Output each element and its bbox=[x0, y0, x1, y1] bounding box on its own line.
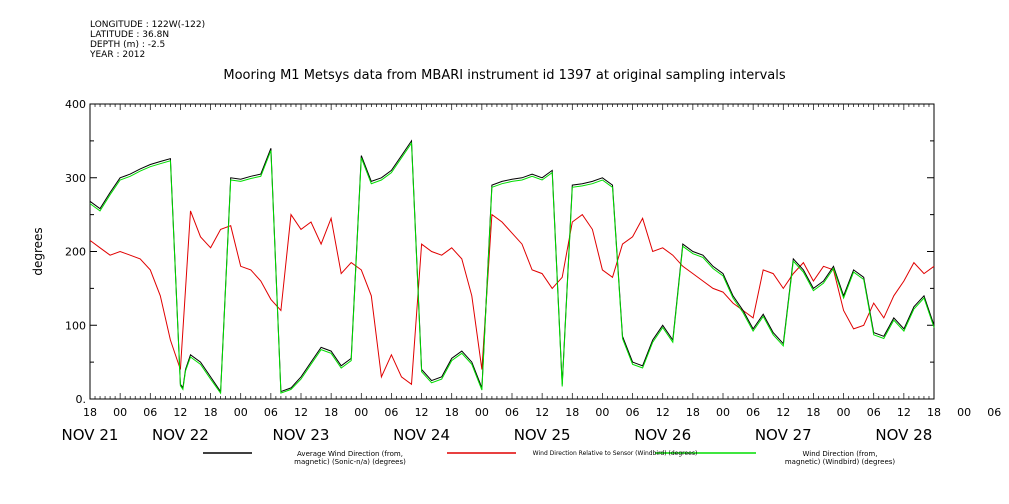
y-tick-label: 400 bbox=[65, 98, 86, 111]
y-axis-label: degrees bbox=[31, 227, 45, 275]
x-tick-label: 18 bbox=[324, 406, 338, 419]
x-tick-label: 06 bbox=[143, 406, 157, 419]
x-day-label: NOV 21 bbox=[62, 426, 119, 444]
x-day-label: NOV 28 bbox=[875, 426, 932, 444]
series-line-1 bbox=[89, 210, 935, 386]
y-tick-label: 200 bbox=[65, 246, 86, 259]
metadata-block: LONGITUDE : 122W(-122) LATITUDE : 36.8N … bbox=[90, 20, 205, 60]
y-tick-label: 0. bbox=[76, 393, 87, 406]
x-tick-label: 00 bbox=[716, 406, 730, 419]
x-tick-label: 00 bbox=[354, 406, 368, 419]
x-tick-label: 06 bbox=[384, 406, 398, 419]
x-tick-label: 18 bbox=[204, 406, 218, 419]
x-tick-label: 06 bbox=[626, 406, 640, 419]
x-tick-label: 00 bbox=[837, 406, 851, 419]
x-tick-label: 12 bbox=[897, 406, 911, 419]
legend-label-average-wind: Average Wind Direction (from, magnetic) … bbox=[294, 450, 406, 466]
x-tick-label: 12 bbox=[173, 406, 187, 419]
x-tick-label: 06 bbox=[746, 406, 760, 419]
x-tick-label: 06 bbox=[867, 406, 881, 419]
x-tick-label: 18 bbox=[806, 406, 820, 419]
x-day-label: NOV 23 bbox=[273, 426, 330, 444]
x-tick-label: 06 bbox=[505, 406, 519, 419]
x-tick-label: 00 bbox=[234, 406, 248, 419]
x-tick-label: 12 bbox=[294, 406, 308, 419]
x-tick-label: 06 bbox=[264, 406, 278, 419]
y-tick-label: 300 bbox=[65, 172, 86, 185]
legend-label-relative-wind: Wind Direction Relative to Sensor (Windb… bbox=[532, 450, 698, 457]
x-tick-label: 12 bbox=[656, 406, 670, 419]
x-tick-label: 12 bbox=[535, 406, 549, 419]
year-label: YEAR : 2012 bbox=[90, 50, 146, 60]
series-line-2 bbox=[89, 141, 935, 395]
x-tick-label: 18 bbox=[83, 406, 97, 419]
latitude-label: LATITUDE : 36.8N bbox=[90, 30, 170, 40]
x-tick-label: 18 bbox=[927, 406, 941, 419]
depth-label: DEPTH (m) : -2.5 bbox=[90, 40, 166, 50]
x-tick-label: 00 bbox=[113, 406, 127, 419]
x-tick-label: 00 bbox=[957, 406, 971, 419]
chart-title: Mooring M1 Metsys data from MBARI instru… bbox=[223, 68, 786, 83]
x-tick-label: 18 bbox=[565, 406, 579, 419]
x-tick-label: 00 bbox=[475, 406, 489, 419]
x-day-label: NOV 22 bbox=[152, 426, 209, 444]
x-tick-label: 12 bbox=[776, 406, 790, 419]
longitude-label: LONGITUDE : 122W(-122) bbox=[90, 20, 206, 30]
x-tick-label: 00 bbox=[595, 406, 609, 419]
x-day-label: NOV 25 bbox=[514, 426, 571, 444]
x-day-label: NOV 26 bbox=[634, 426, 691, 444]
legend-label-windbird-direction: Wind Direction (from, magnetic) (Windbir… bbox=[784, 450, 896, 466]
series-line-0 bbox=[89, 139, 935, 394]
y-tick-label: 100 bbox=[65, 319, 86, 332]
plot-frame bbox=[89, 103, 935, 400]
x-day-label: NOV 24 bbox=[393, 426, 450, 444]
x-day-label: NOV 27 bbox=[755, 426, 812, 444]
x-tick-label: 18 bbox=[445, 406, 459, 419]
x-tick-label: 18 bbox=[686, 406, 700, 419]
x-tick-label: 06 bbox=[987, 406, 1001, 419]
x-tick-label: 12 bbox=[415, 406, 429, 419]
